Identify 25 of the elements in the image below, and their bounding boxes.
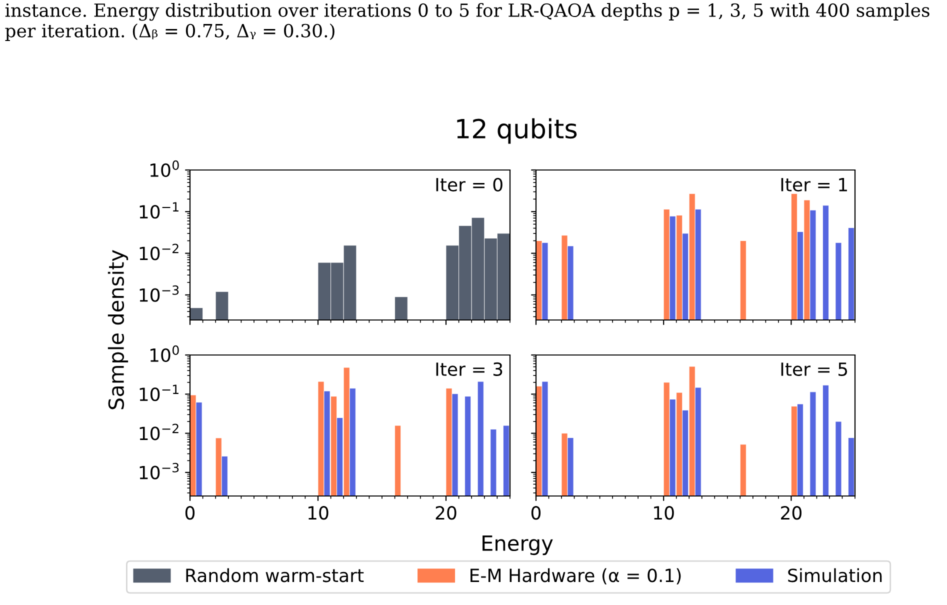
y-tick-label: 10$^{−3}$ xyxy=(140,462,179,480)
x-tick-label: 0 xyxy=(531,506,541,520)
y-tick-label: 10$^{−1}$ xyxy=(140,202,178,219)
y-tick-label: 10$^{−3}$ xyxy=(140,285,179,302)
x-tick-label: 20 xyxy=(436,506,456,520)
x-tick-label: 10 xyxy=(308,506,328,520)
legend-label: Random warm-start xyxy=(186,568,364,582)
y-axis-title: Sample density xyxy=(108,250,128,410)
x-axis-title: Energy xyxy=(482,536,553,556)
x-tick-label: 10 xyxy=(654,506,674,520)
x-tick-label: 20 xyxy=(781,506,802,520)
y-tick-label: 10$^{0}$ xyxy=(150,160,179,177)
annotation: Iter = 5 xyxy=(781,362,848,376)
annotation: Iter = 0 xyxy=(436,178,502,192)
chart-title: 12 qubits xyxy=(457,118,577,144)
x-tick-label: 0 xyxy=(185,506,195,520)
y-tick-label: 10$^{−1}$ xyxy=(140,384,178,402)
y-tick-label: 10$^{−2}$ xyxy=(140,424,178,440)
legend-label: Simulation xyxy=(788,568,882,582)
annotation: Iter = 1 xyxy=(781,178,847,192)
legend-label: E-M Hardware (α = 0.1) xyxy=(470,568,681,584)
annotation: Iter = 3 xyxy=(436,362,502,376)
y-tick-label: 10$^{−2}$ xyxy=(140,244,178,260)
y-tick-label: 10$^{0}$ xyxy=(150,345,179,362)
text: instance. Energy distribution over iterations 0 to 5 for LR-QAOA depths p = 1, 3, 5 with 400 samples per iteration. (Δᵦ = 0.75, Δᵧ = 0.30.) xyxy=(5,3,930,41)
